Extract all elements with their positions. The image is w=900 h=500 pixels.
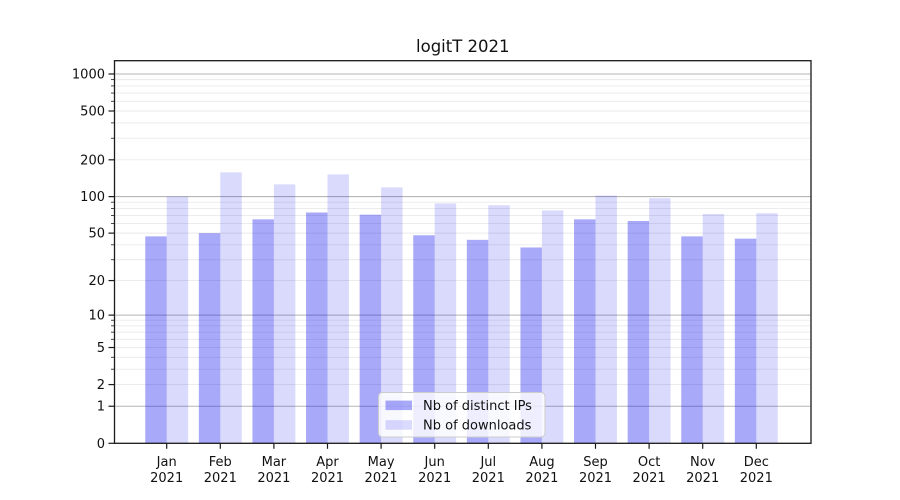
x-tick-label-year-jun: 2021 — [418, 471, 451, 486]
legend-box — [378, 392, 546, 438]
bar-downloads-jul — [488, 205, 510, 444]
legend: Nb of distinct IPs Nb of downloads — [378, 392, 546, 438]
bar-downloads-sep — [595, 195, 617, 444]
y-tick-label-500: 500 — [80, 104, 105, 119]
legend-swatch-ips — [385, 400, 412, 411]
bar-downloads-mar — [273, 184, 296, 444]
x-tick-label-year-jul: 2021 — [472, 471, 505, 486]
y-tick-label-0: 0 — [97, 437, 105, 452]
bar-ips-feb — [198, 233, 221, 444]
legend-label-downloads: Nb of downloads — [423, 418, 532, 433]
x-tick-label-month-jun: Jun — [424, 455, 445, 470]
y-tick-label-50: 50 — [88, 227, 105, 242]
y-tick-label-10: 10 — [88, 309, 105, 324]
bar-ips-sep — [574, 219, 596, 444]
plot-frame — [113, 60, 812, 444]
bar-ips-jan — [145, 236, 167, 444]
y-tick-label-1: 1 — [97, 400, 105, 415]
x-tick-label-month-dec: Dec — [744, 455, 769, 470]
y-tick-label-20: 20 — [88, 274, 105, 289]
x-tick-label-month-aug: Aug — [529, 455, 554, 470]
x-tick-label-month-may: May — [368, 455, 395, 470]
y-tick-label-100: 100 — [80, 190, 105, 205]
x-tick-label-month-nov: Nov — [690, 455, 716, 470]
x-tick-label-year-jan: 2021 — [150, 471, 183, 486]
y-tick-label-5: 5 — [97, 341, 105, 356]
bar-downloads-apr — [327, 174, 349, 444]
x-tick-label-month-sep: Sep — [583, 455, 608, 470]
legend-swatch-downloads — [385, 420, 412, 430]
x-tick-label-year-apr: 2021 — [311, 471, 344, 486]
x-tick-label-year-aug: 2021 — [525, 471, 558, 486]
bar-ips-oct — [627, 220, 650, 444]
x-tick-label-year-nov: 2021 — [686, 471, 719, 486]
x-tick-label-month-jan: Jan — [156, 455, 177, 470]
bar-ips-apr — [306, 212, 328, 444]
legend-label-ips: Nb of distinct IPs — [423, 399, 532, 414]
x-axis: Jan2021Feb2021Mar2021Apr2021May2021Jun20… — [150, 443, 773, 486]
bar-ips-jun — [413, 235, 435, 444]
x-tick-label-year-mar: 2021 — [257, 471, 290, 486]
x-tick-label-year-sep: 2021 — [579, 471, 612, 486]
x-tick-label-month-mar: Mar — [262, 455, 287, 470]
bar-downloads-feb — [220, 172, 242, 444]
bar-downloads-jan — [166, 196, 189, 444]
x-tick-label-year-feb: 2021 — [204, 471, 237, 486]
bar-downloads-nov — [702, 213, 725, 444]
bar-downloads-aug — [541, 210, 564, 444]
x-tick-label-year-dec: 2021 — [740, 471, 773, 486]
x-tick-label-year-oct: 2021 — [633, 471, 666, 486]
bar-ips-nov — [681, 236, 703, 444]
y-tick-label-2: 2 — [97, 378, 105, 393]
y-tick-label-200: 200 — [80, 153, 105, 168]
plot-border — [113, 60, 812, 444]
x-tick-label-month-oct: Oct — [638, 455, 660, 470]
y-axis: 0 1 2 5 10 20 50 100 200 500 1000 — [72, 68, 115, 452]
x-tick-label-year-may: 2021 — [365, 471, 398, 486]
bar-ips-mar — [252, 219, 274, 444]
bar-downloads-may — [381, 187, 403, 444]
bar-ips-dec — [734, 238, 757, 444]
bar-downloads-dec — [756, 213, 778, 444]
bar-downloads-jun — [434, 203, 457, 444]
bar-ips-may — [359, 214, 382, 444]
x-tick-label-month-feb: Feb — [209, 455, 232, 470]
y-tick-label-1000: 1000 — [72, 68, 105, 83]
bar-downloads-oct — [649, 198, 671, 444]
x-tick-label-month-jul: Jul — [479, 455, 496, 470]
x-tick-label-month-apr: Apr — [316, 455, 339, 470]
chart-title: logitT 2021 — [416, 37, 510, 56]
